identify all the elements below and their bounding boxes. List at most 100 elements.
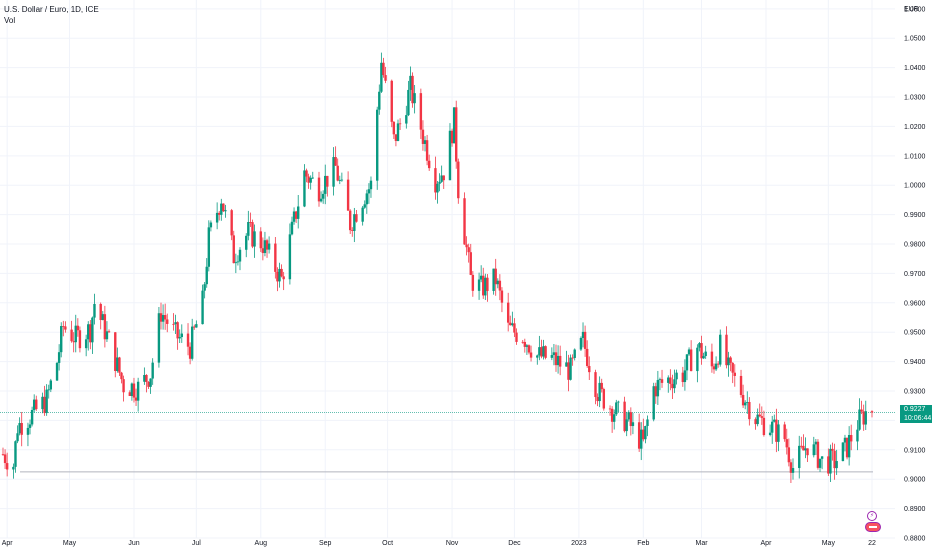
- candle: [569, 354, 572, 381]
- candle-body: [498, 280, 502, 291]
- price-axis[interactable]: EUR 1.0600 1.0500 1.0400 1.0300 1.0200 1.0100…: [904, 6, 926, 543]
- candle-body: [134, 397, 138, 401]
- candle: [573, 348, 576, 361]
- candle: [174, 314, 177, 334]
- candle: [500, 287, 504, 313]
- candle: [818, 458, 822, 472]
- candle-body: [469, 252, 472, 275]
- candle-body: [163, 315, 167, 320]
- candle-body: [687, 349, 691, 355]
- candle: [128, 390, 132, 397]
- currency-label: EUR: [904, 6, 919, 13]
- candle-body: [120, 372, 123, 380]
- candle-body: [45, 389, 48, 414]
- candle-body: [579, 337, 583, 350]
- time-tick-label: Oct: [382, 540, 393, 547]
- candle-body: [55, 362, 59, 381]
- candle-body: [847, 435, 851, 458]
- candle-body: [841, 442, 845, 462]
- candle: [236, 255, 240, 266]
- candle-body: [858, 409, 861, 430]
- candle-body: [731, 362, 734, 373]
- candle: [409, 66, 412, 101]
- symbol-title[interactable]: U.S. Dollar / Euro, 1D, ICE: [4, 5, 99, 14]
- flag-icon[interactable]: [865, 522, 881, 532]
- time-axis[interactable]: Apr May Jun Jul Aug Sep Oct Nov Dec 2023 Feb Mar Apr…: [2, 540, 876, 547]
- candle: [64, 321, 67, 333]
- candle: [631, 412, 635, 435]
- candle-body: [523, 341, 527, 347]
- candle: [149, 378, 152, 394]
- price-tick-label: 1.0300: [904, 95, 926, 102]
- candle: [746, 391, 749, 414]
- candle: [513, 318, 516, 338]
- candle-body: [758, 414, 761, 417]
- candle: [130, 382, 134, 401]
- candle-body: [646, 419, 649, 427]
- candle: [238, 247, 242, 271]
- candle: [816, 439, 820, 470]
- candle-body: [116, 357, 119, 371]
- candle-body: [463, 198, 466, 245]
- candle-body: [525, 345, 529, 347]
- candle: [552, 343, 556, 366]
- candle-body: [565, 362, 568, 367]
- candle: [681, 366, 685, 387]
- price-tick-label: 0.9100: [904, 447, 926, 454]
- candle: [12, 463, 15, 479]
- candle-body: [346, 179, 350, 211]
- candle-body: [220, 203, 223, 215]
- candle: [760, 406, 764, 425]
- candle: [378, 84, 381, 115]
- volume-indicator-label[interactable]: Vol: [4, 16, 16, 25]
- candle-body: [89, 324, 92, 343]
- candle-body: [186, 333, 190, 347]
- candle-body: [324, 175, 327, 194]
- candle-body: [43, 396, 46, 414]
- candle-body: [166, 319, 169, 324]
- candle: [731, 362, 734, 384]
- candle: [716, 361, 720, 368]
- candle: [419, 88, 423, 139]
- lightning-icon[interactable]: ⚡: [867, 511, 877, 521]
- candle: [84, 334, 88, 357]
- candle-body: [419, 93, 423, 130]
- candle-body: [101, 314, 104, 321]
- candle-body: [492, 268, 495, 291]
- candle: [317, 171, 321, 207]
- candle: [132, 377, 136, 403]
- candle-body: [538, 347, 541, 356]
- candle: [527, 344, 531, 355]
- candle-body: [656, 380, 660, 397]
- candle-body: [259, 231, 262, 249]
- candle-body: [496, 280, 499, 285]
- candle-body: [390, 80, 393, 122]
- candle-body: [631, 422, 635, 427]
- candle-body: [64, 326, 67, 330]
- bar-countdown: 10:06:44: [904, 415, 932, 422]
- candle: [136, 377, 140, 412]
- candle-body: [174, 322, 177, 325]
- candle: [588, 356, 591, 381]
- candle-body: [623, 401, 626, 432]
- candle: [263, 231, 267, 257]
- candle: [856, 420, 859, 451]
- candle: [627, 410, 630, 422]
- time-tick-label: Apr: [2, 540, 14, 547]
- candle-body: [14, 441, 17, 467]
- candle-body: [467, 247, 470, 253]
- time-tick-label: Apr: [761, 540, 773, 547]
- price-tick-label: 0.9600: [904, 300, 926, 307]
- candle-body: [806, 448, 809, 456]
- candle-body: [340, 179, 344, 181]
- candle: [215, 202, 219, 230]
- candle: [660, 369, 664, 388]
- candle: [673, 369, 676, 394]
- candle: [658, 377, 662, 391]
- candle: [188, 342, 192, 365]
- candle: [425, 134, 429, 166]
- candle-body: [484, 277, 487, 296]
- candle-body: [297, 206, 300, 219]
